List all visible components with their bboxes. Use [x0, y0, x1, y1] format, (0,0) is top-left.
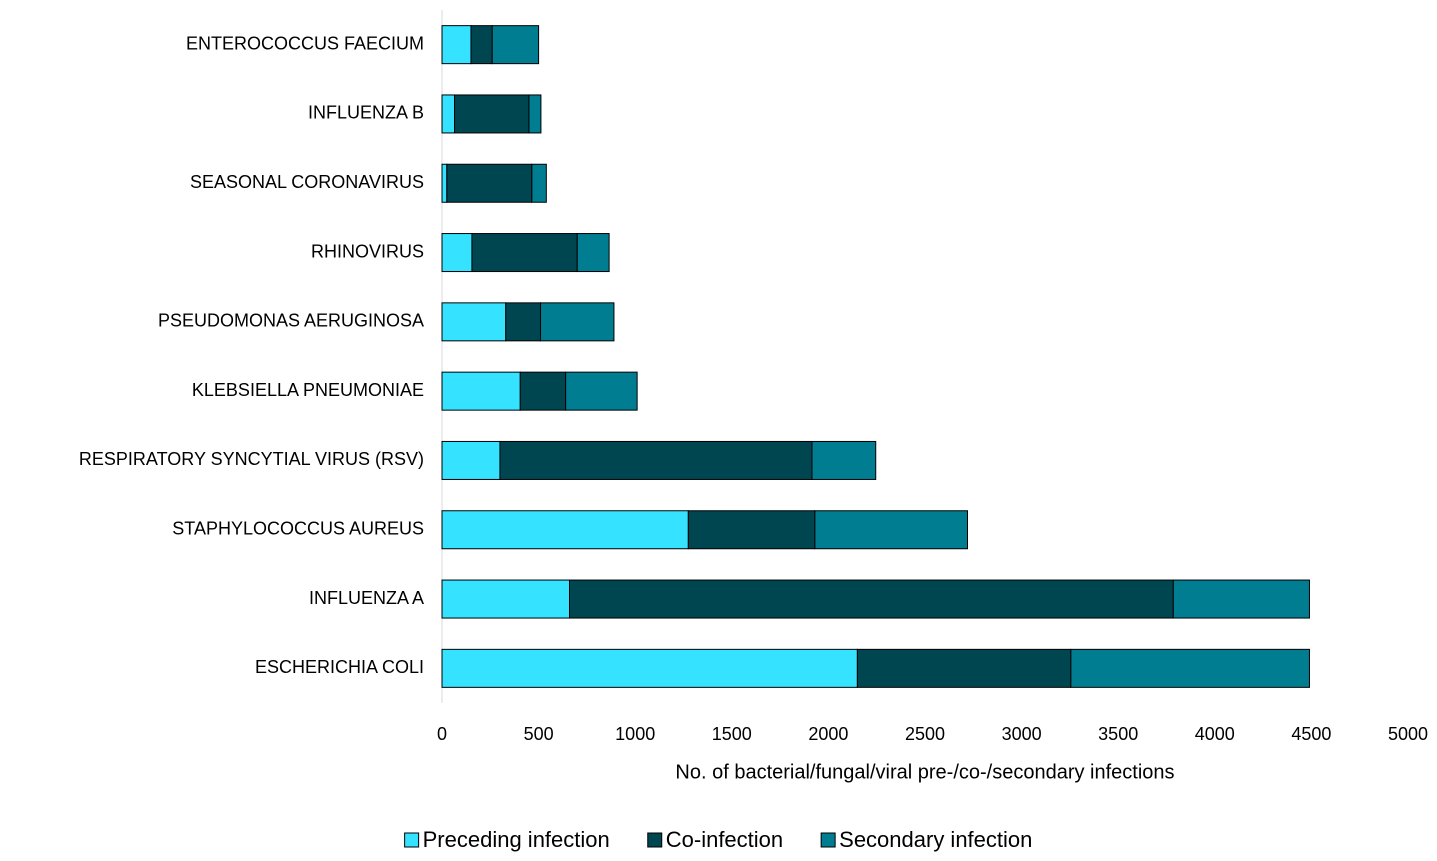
bar-segment	[540, 302, 615, 342]
x-tick-label: 3000	[1002, 724, 1042, 744]
bar-segment	[441, 163, 448, 203]
bar-segment	[441, 371, 521, 411]
x-tick-label: 2000	[808, 724, 848, 744]
bar-segment	[687, 510, 816, 550]
y-tick-label: RHINOVIRUS	[311, 241, 424, 261]
bar-segment	[531, 163, 547, 203]
bar-segment	[441, 579, 571, 619]
bar-segment	[446, 163, 533, 203]
x-tick-label: 3500	[1098, 724, 1138, 744]
bar-segment	[470, 25, 493, 65]
legend-swatch	[820, 832, 836, 848]
bar-segment	[565, 371, 638, 411]
bar-segment	[441, 302, 507, 342]
legend: Preceding infection Co-infection Secondary…	[404, 827, 1032, 852]
x-tick-label: 5000	[1388, 724, 1428, 744]
x-tick-label: 500	[524, 724, 554, 744]
x-tick-label: 0	[437, 724, 447, 744]
x-tick-label: 4000	[1195, 724, 1235, 744]
y-tick-label: PSEUDOMONAS AERUGINOSA	[158, 311, 424, 331]
bar-segment	[569, 579, 1174, 619]
x-tick-label: 1500	[712, 724, 752, 744]
bar-segment	[441, 440, 501, 480]
bar-segment	[811, 440, 877, 480]
bar-segment	[441, 648, 858, 688]
bar-segment	[491, 25, 540, 65]
y-tick-label: RESPIRATORY SYNCYTIAL VIRUS (RSV)	[79, 449, 424, 469]
bar-segment	[856, 648, 1072, 688]
y-tick-label: STAPHYLOCOCCUS AUREUS	[172, 519, 424, 539]
legend-label: Preceding infection	[423, 827, 610, 852]
bar-segment	[1172, 579, 1310, 619]
bar-segment	[576, 233, 610, 273]
y-tick-label: ESCHERICHIA COLI	[255, 657, 424, 677]
bar-segment	[528, 94, 542, 134]
legend-label: Co-infection	[666, 827, 783, 852]
bar-segment	[814, 510, 969, 550]
y-tick-label: ENTEROCOCCUS FAECIUM	[186, 33, 424, 53]
y-tick-label: INFLUENZA A	[309, 588, 424, 608]
legend-label: Secondary infection	[839, 827, 1032, 852]
bar-segment	[441, 25, 472, 65]
bar-segment	[454, 94, 530, 134]
bar-segment	[505, 302, 542, 342]
y-tick-label: SEASONAL CORONAVIRUS	[190, 172, 424, 192]
bar-segment	[441, 94, 456, 134]
bar-segment	[441, 510, 689, 550]
x-axis-label: No. of bacterial/fungal/viral pre-/co-/s…	[675, 761, 1174, 783]
bar-segment	[441, 233, 473, 273]
x-tick-label: 2500	[905, 724, 945, 744]
bar-segment	[519, 371, 567, 411]
legend-swatch	[647, 832, 663, 848]
x-tick-label: 1000	[615, 724, 655, 744]
bar-segment	[471, 233, 578, 273]
legend-swatch	[404, 832, 420, 848]
bar-segment	[499, 440, 813, 480]
x-tick-label: 4500	[1291, 724, 1331, 744]
y-tick-label: INFLUENZA B	[308, 103, 424, 123]
y-tick-label: KLEBSIELLA PNEUMONIAE	[192, 380, 424, 400]
bar-segment	[1070, 648, 1310, 688]
